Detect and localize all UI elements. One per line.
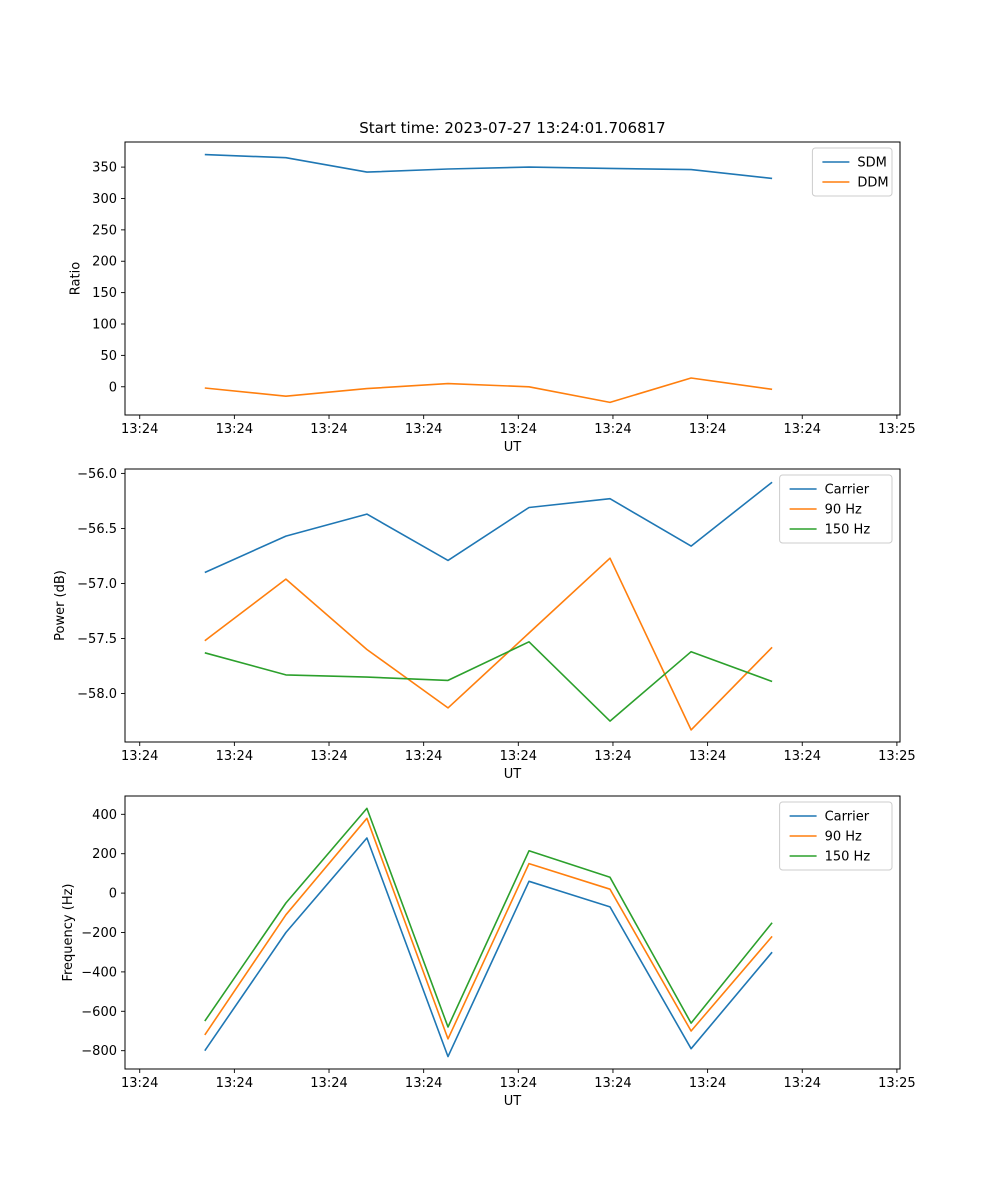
y-tick-label: 400 (92, 808, 117, 823)
y-axis-label: Power (dB) (53, 570, 68, 641)
x-tick-label: 13:24 (216, 1076, 253, 1091)
x-tick-label: 13:24 (784, 1076, 821, 1091)
legend-label: Carrier (825, 483, 870, 498)
x-tick-label: 13:24 (500, 749, 537, 764)
y-tick-label: −58.0 (77, 687, 117, 702)
ratio-chart: 0 50 100 150 200 250 300 350 13:24 13:24 13:24 13:2… (69, 141, 916, 455)
legend-label: SDM (857, 156, 886, 171)
x-tick-label: 13:25 (878, 749, 915, 764)
y-tick-label: 200 (92, 255, 117, 270)
y-tick-label: −56.5 (77, 522, 117, 537)
x-tick-label: 13:24 (500, 1076, 537, 1091)
x-tick-label: 13:24 (594, 1076, 631, 1091)
x-tick-label: 13:24 (784, 749, 821, 764)
y-tick-label: −600 (81, 1005, 117, 1020)
plot-title: Start time: 2023-07-27 13:24:01.706817 (359, 119, 666, 137)
x-tick-label: 13:24 (689, 422, 726, 437)
x-tick-label: 13:24 (594, 422, 631, 437)
legend-label: 150 Hz (825, 850, 871, 865)
x-tick-label: 13:24 (121, 749, 158, 764)
x-tick-label: 13:24 (405, 749, 442, 764)
subplot-ratio: 0 50 100 150 200 250 300 350 13:24 13:24 13:24 13:2… (0, 141, 1000, 471)
y-tick-label: 50 (100, 349, 117, 364)
x-tick-label: 13:24 (216, 749, 253, 764)
y-tick-label: −800 (81, 1044, 117, 1059)
axes-frame (124, 468, 901, 743)
subplot-power: −58.0 −57.5 −57.0 −56.5 −56.0 13:24 13:24 13:24… (0, 468, 1000, 798)
legend-box (811, 147, 893, 197)
x-tick-label: 13:24 (689, 749, 726, 764)
y-axis-label: Frequency (Hz) (61, 883, 76, 981)
x-tick-label: 13:24 (405, 1076, 442, 1091)
x-tick-label: 13:24 (500, 422, 537, 437)
x-tick-label: 13:24 (310, 422, 347, 437)
y-tick-label: 0 (109, 380, 117, 395)
power-chart: −58.0 −57.5 −57.0 −56.5 −56.0 13:24 13:24 13:24… (53, 468, 916, 782)
series-line-90-hz (204, 817, 773, 1040)
legend-box (779, 801, 893, 871)
x-axis-label: UT (504, 767, 522, 782)
frequency-chart: −800 −600 −400 −200 0 200 400 13:24 13:24 13:24 13… (61, 795, 916, 1109)
axes-frame (124, 141, 901, 416)
x-tick-label: 13:24 (784, 422, 821, 437)
series-line-90-hz (204, 557, 773, 731)
series-line-carrier (204, 481, 773, 574)
y-tick-label: 0 (109, 887, 117, 902)
y-tick-label: 100 (92, 318, 117, 333)
y-tick-label: 200 (92, 847, 117, 862)
series-line-150-hz (204, 641, 773, 722)
y-tick-label: −200 (81, 926, 117, 941)
x-tick-label: 13:24 (310, 1076, 347, 1091)
x-tick-label: 13:25 (878, 422, 915, 437)
series-line-sdm (204, 153, 773, 180)
subplot-frequency: −800 −600 −400 −200 0 200 400 13:24 13:24 13:24 13… (0, 795, 1000, 1125)
y-tick-label: 350 (92, 161, 117, 176)
legend-label: Carrier (825, 810, 870, 825)
x-tick-label: 13:24 (405, 422, 442, 437)
x-axis-label: UT (504, 440, 522, 455)
x-tick-label: 13:24 (121, 1076, 158, 1091)
series-line-150-hz (204, 807, 773, 1028)
x-tick-label: 13:24 (216, 422, 253, 437)
y-tick-label: −400 (81, 965, 117, 980)
y-tick-label: −57.0 (77, 577, 117, 592)
x-tick-label: 13:25 (878, 1076, 915, 1091)
legend-label: 150 Hz (825, 523, 871, 538)
y-tick-label: −56.0 (77, 468, 117, 482)
legend-box (779, 474, 893, 544)
x-tick-label: 13:24 (689, 1076, 726, 1091)
y-axis-label: Ratio (69, 262, 84, 295)
series-line-carrier (204, 837, 773, 1058)
x-tick-label: 13:24 (121, 422, 158, 437)
legend-label: 90 Hz (825, 503, 862, 518)
legend-label: DDM (857, 176, 888, 191)
series-line-ddm (204, 377, 773, 404)
y-tick-label: 300 (92, 192, 117, 207)
x-tick-label: 13:24 (594, 749, 631, 764)
x-axis-label: UT (504, 1094, 522, 1109)
x-tick-label: 13:24 (310, 749, 347, 764)
legend-label: 90 Hz (825, 830, 862, 845)
y-tick-label: −57.5 (77, 632, 117, 647)
y-tick-label: 250 (92, 223, 117, 238)
y-tick-label: 150 (92, 286, 117, 301)
